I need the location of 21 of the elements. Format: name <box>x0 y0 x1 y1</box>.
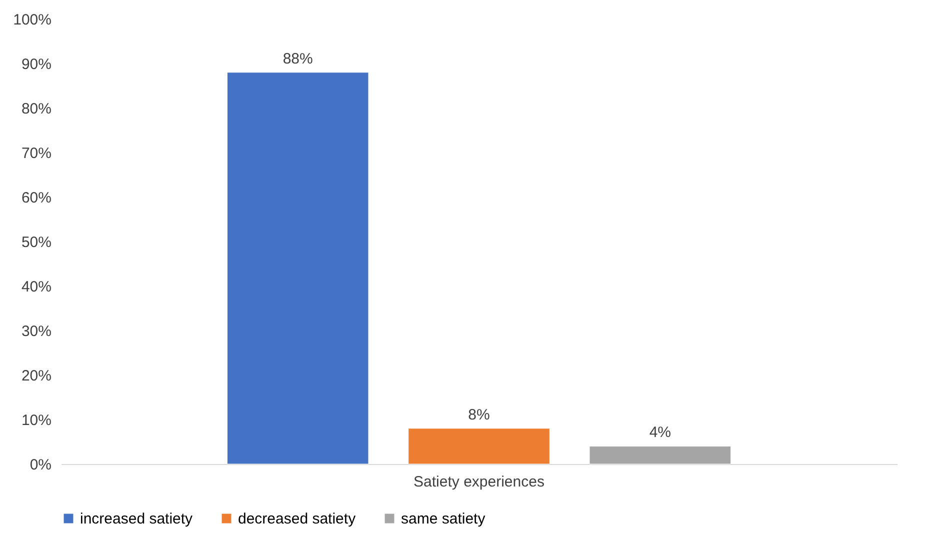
y-tick-label: 10% <box>21 412 52 429</box>
x-tick-label: Satiety experiences <box>414 474 544 490</box>
y-tick-label: 30% <box>21 323 52 340</box>
legend-label: same satiety <box>401 510 486 528</box>
y-tick-label: 20% <box>21 368 52 384</box>
y-tick-label: 40% <box>21 278 52 296</box>
data-label: 8% <box>468 406 490 424</box>
y-tick-label: 90% <box>21 56 52 73</box>
data-label: 4% <box>649 424 671 442</box>
bar <box>408 428 550 464</box>
legend-label: increased satiety <box>80 510 194 528</box>
data-label: 88% <box>282 50 313 68</box>
y-tick-label: 0% <box>30 456 52 474</box>
bar <box>226 72 369 464</box>
bar <box>589 446 732 464</box>
y-tick-label: 50% <box>21 234 52 251</box>
y-tick-label: 70% <box>21 145 52 162</box>
y-tick-label: 100% <box>13 12 52 28</box>
legend-label: decreased satiety <box>238 510 356 528</box>
y-tick-label: 80% <box>21 100 52 118</box>
y-tick-label: 60% <box>21 190 52 206</box>
